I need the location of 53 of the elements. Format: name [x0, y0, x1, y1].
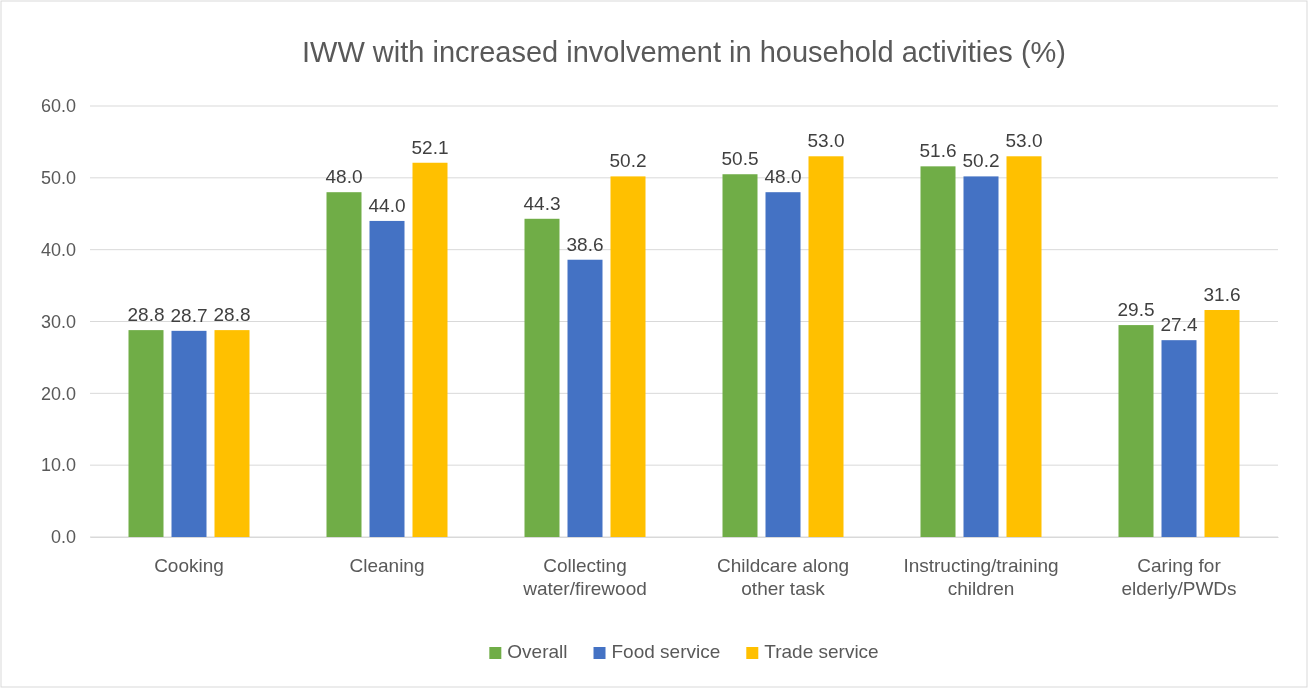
- bar: [1006, 156, 1042, 537]
- y-tick-label: 0.0: [50, 527, 76, 548]
- data-label: 28.8: [213, 304, 251, 326]
- data-label: 50.5: [721, 148, 759, 170]
- bar: [920, 166, 956, 537]
- x-tick-label: Childcare along other task: [716, 555, 850, 600]
- y-tick-label: 60.0: [40, 96, 76, 117]
- bar: [1118, 325, 1154, 537]
- legend-label: Trade service: [764, 641, 879, 662]
- data-label: 53.0: [1005, 130, 1043, 152]
- bar: [1204, 310, 1240, 537]
- y-tick-label: 30.0: [40, 311, 76, 332]
- data-label: 29.5: [1117, 299, 1155, 321]
- bar: [808, 156, 844, 537]
- bar: [128, 330, 164, 537]
- legend-label: Overall: [507, 641, 568, 662]
- legend-label: Food service: [611, 641, 721, 662]
- bar: [1161, 340, 1197, 537]
- bar: [369, 220, 405, 537]
- x-tick-label: Caring for elderly/PWDs: [1121, 555, 1237, 600]
- data-label: 28.7: [170, 304, 208, 326]
- bar: [171, 330, 207, 537]
- data-label: 52.1: [411, 136, 449, 158]
- bar: [214, 330, 250, 537]
- bar: [963, 176, 999, 537]
- x-tick-label: Instructing/training children: [903, 555, 1059, 600]
- bar: [326, 192, 362, 537]
- x-tick-label: Cleaning: [349, 555, 425, 577]
- data-label: 44.3: [523, 192, 561, 214]
- bar: [765, 192, 801, 537]
- data-label: 27.4: [1160, 314, 1198, 336]
- bar: [567, 259, 603, 537]
- bar: [722, 174, 758, 537]
- data-label: 48.0: [764, 166, 802, 188]
- data-label: 51.6: [919, 140, 957, 162]
- data-label: 48.0: [325, 166, 363, 188]
- y-tick-label: 20.0: [40, 383, 76, 404]
- bar: [412, 162, 448, 537]
- data-label: 53.0: [807, 130, 845, 152]
- y-tick-label: 50.0: [40, 168, 76, 189]
- data-label: 44.0: [368, 194, 406, 216]
- data-label: 38.6: [566, 233, 604, 255]
- y-tick-label: 10.0: [40, 455, 76, 476]
- bar: [524, 218, 560, 537]
- bar: [610, 176, 646, 537]
- x-tick-label: Collecting water/firewood: [522, 555, 647, 600]
- data-label: 50.2: [962, 150, 1000, 172]
- y-tick-label: 40.0: [40, 239, 76, 260]
- x-tick-label: Cooking: [154, 555, 224, 577]
- data-label: 50.2: [609, 150, 647, 172]
- data-label: 28.8: [127, 304, 165, 326]
- chart-title: IWW with increased involvement in household activities (%): [302, 36, 1066, 68]
- data-label: 31.6: [1203, 284, 1241, 306]
